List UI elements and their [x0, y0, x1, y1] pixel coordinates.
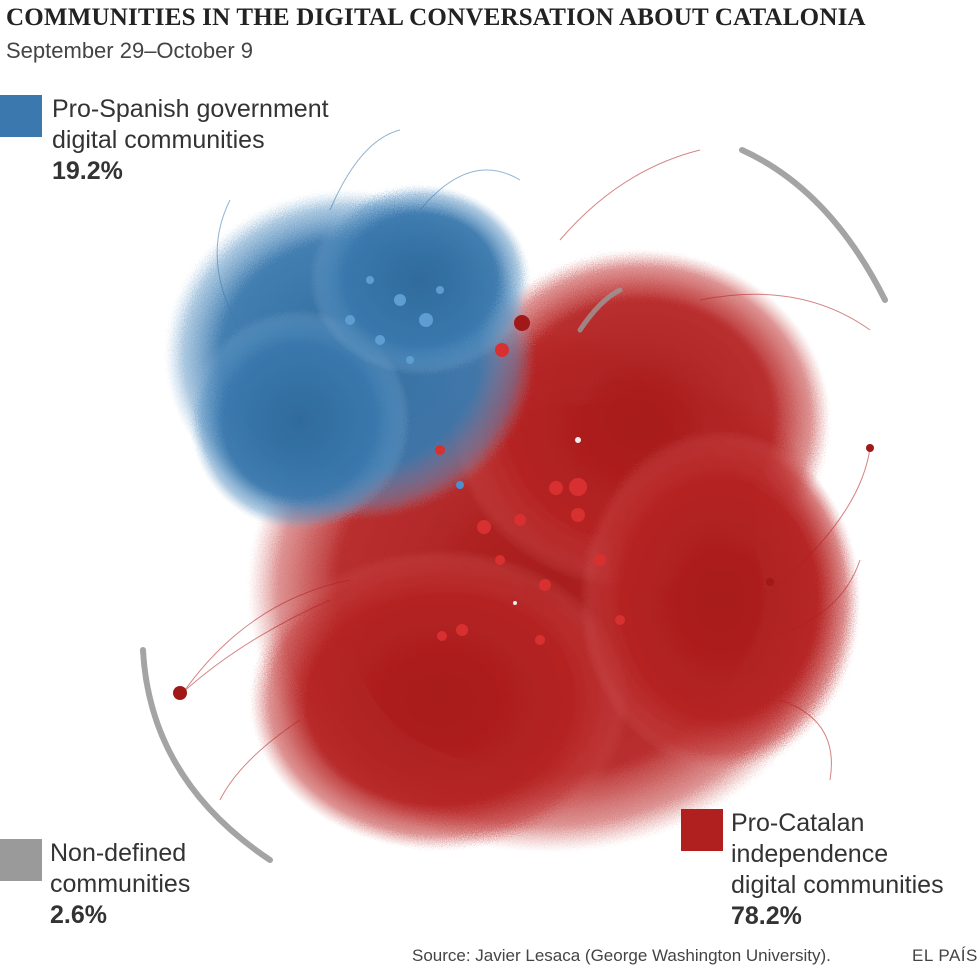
- legend-catalan-line1: Pro-Catalan: [731, 809, 865, 837]
- legend-catalan-line2: independence: [731, 840, 889, 868]
- legend-nondef-line2: communities: [50, 870, 191, 898]
- legend-nondef-line1: Non-defined: [50, 839, 187, 867]
- legend-pro-catalan: Pro-Catalan independence digital communi…: [681, 808, 944, 932]
- non-defined-arcs: [140, 147, 888, 863]
- pro-spanish-cluster: [165, 185, 535, 530]
- legend-swatch-grey: [0, 839, 42, 881]
- legend-spanish-pct: 19.2%: [52, 157, 123, 185]
- source-credit: Source: Javier Lesaca (George Washington…: [412, 946, 831, 965]
- legend-nondef-pct: 2.6%: [50, 901, 107, 929]
- legend-spanish-line2: digital communities: [52, 126, 265, 154]
- chart-subtitle: September 29–October 9: [6, 38, 254, 63]
- legend-pro-spanish: Pro-Spanish government digital communiti…: [0, 94, 329, 187]
- legend-swatch-red: [681, 809, 723, 851]
- legend-swatch-blue: [0, 95, 42, 137]
- legend-spanish-line1: Pro-Spanish government: [52, 95, 329, 123]
- chart-title: COMMUNITIES IN THE DIGITAL CONVERSATION …: [6, 4, 866, 31]
- legend-catalan-line3: digital communities: [731, 871, 944, 899]
- legend-non-defined: Non-defined communities 2.6%: [0, 838, 190, 931]
- network-edges: [179, 129, 871, 801]
- brand-logo-text: EL PAÍS: [912, 946, 978, 965]
- network-nodes: [173, 276, 874, 700]
- legend-catalan-pct: 78.2%: [731, 902, 802, 930]
